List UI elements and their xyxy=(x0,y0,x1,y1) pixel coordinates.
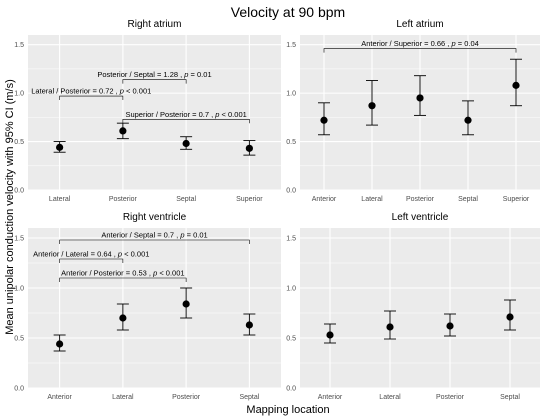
panel-title: Right atrium xyxy=(128,19,182,30)
x-tick-label: Septal xyxy=(176,196,196,203)
bracket-line xyxy=(323,48,517,53)
bracket-label: Anterior / Superior = 0.66 , p = 0.04 xyxy=(361,39,479,48)
x-tick-label: Septal xyxy=(458,196,478,203)
x-tick-label: Lateral xyxy=(112,394,134,401)
significance-bracket: Anterior / Lateral = 0.64 , p < 0.001 xyxy=(33,250,149,263)
x-tick-label: Posterior xyxy=(406,196,435,203)
x-tick-label: Anterior xyxy=(318,394,343,401)
x-tick-label: Posterior xyxy=(109,196,138,203)
data-point xyxy=(56,340,64,348)
data-point xyxy=(182,139,190,148)
figure-title: Velocity at 90 bpm xyxy=(231,4,345,20)
x-tick-label: Posterior xyxy=(436,394,465,401)
x-tick-label: Superior xyxy=(236,196,263,203)
x-tick-label: Lateral xyxy=(379,394,401,401)
x-axis-label: Mapping location xyxy=(246,404,329,416)
y-tick-label: 1.5 xyxy=(286,236,296,243)
x-tick-label: Septal xyxy=(500,394,520,401)
y-tick-label: 1.0 xyxy=(286,286,296,293)
x-tick-label: Anterior xyxy=(312,196,337,203)
significance-bracket: Lateral / Posterior = 0.72 , p < 0.001 xyxy=(31,87,151,101)
panels: 0.0 0.5 1.0 1.5 Lateral Posterior Septal Superi… xyxy=(14,19,540,401)
bracket-label: Anterior / Lateral = 0.64 , p < 0.001 xyxy=(33,250,149,259)
data-point xyxy=(245,144,253,152)
bracket-label: Posterior / Septal = 1.28 , p = 0.01 xyxy=(97,70,211,79)
panel-background xyxy=(28,35,281,190)
x-tick-label: Anterior xyxy=(47,394,72,401)
y-tick-label: 1.0 xyxy=(14,91,24,98)
data-point xyxy=(446,322,454,330)
panel-3: 0.0 0.5 1.0 1.5 Anterior Lateral Posterior Sept… xyxy=(14,212,281,401)
y-tick-label: 1.5 xyxy=(14,42,24,49)
data-point xyxy=(506,313,514,321)
bracket-label: Anterior / Posterior = 0.53 , p < 0.001 xyxy=(61,269,184,278)
y-tick-label: 1.5 xyxy=(14,236,24,243)
data-point xyxy=(245,321,253,329)
data-point xyxy=(386,323,394,331)
data-point xyxy=(119,314,127,322)
significance-bracket: Anterior / Posterior = 0.53 , p < 0.001 xyxy=(59,269,187,282)
x-tick-label: Posterior xyxy=(172,394,201,401)
significance-bracket: Anterior / Superior = 0.66 , p = 0.04 xyxy=(323,39,517,53)
panel-background xyxy=(300,228,540,388)
y-axis-label: Mean unipolar conduction velocity with 9… xyxy=(4,79,16,335)
data-point xyxy=(416,94,424,102)
panel-2: 0.0 0.5 1.0 1.5 Anterior Lateral Posterior Sept… xyxy=(286,19,540,203)
panel-title: Left atrium xyxy=(396,19,443,30)
panel-background xyxy=(28,228,281,388)
bracket-line xyxy=(59,258,124,263)
y-tick-label: 0.5 xyxy=(286,336,296,343)
panel-title: Right ventricle xyxy=(123,212,187,223)
panel-1: 0.0 0.5 1.0 1.5 Lateral Posterior Septal Superi… xyxy=(14,19,281,203)
bracket-label: Anterior / Septal = 0.7 , p = 0.01 xyxy=(101,231,207,240)
data-point xyxy=(368,102,376,110)
bracket-line xyxy=(122,79,187,84)
y-tick-label: 0.5 xyxy=(286,139,296,146)
y-tick-label: 0.0 xyxy=(14,386,24,393)
data-point xyxy=(464,116,472,124)
bracket-line xyxy=(59,277,187,282)
significance-bracket: Superior / Posterior = 0.7 , p < 0.001 xyxy=(122,110,250,124)
data-point xyxy=(182,300,190,308)
panel-4: 0.0 0.5 1.0 1.5 Anterior Lateral Posterior Sept… xyxy=(286,212,540,401)
data-point xyxy=(320,116,328,124)
x-tick-label: Septal xyxy=(239,394,259,401)
significance-bracket: Anterior / Septal = 0.7 , p = 0.01 xyxy=(59,231,250,244)
x-tick-label: Superior xyxy=(503,196,530,203)
x-tick-label: Lateral xyxy=(49,196,71,203)
bracket-label: Lateral / Posterior = 0.72 , p < 0.001 xyxy=(31,87,151,96)
y-tick-label: 0.5 xyxy=(14,139,24,146)
y-tick-label: 1.0 xyxy=(14,286,24,293)
bracket-line xyxy=(59,239,250,244)
y-tick-label: 0.0 xyxy=(14,188,24,195)
significance-bracket: Posterior / Septal = 1.28 , p = 0.01 xyxy=(97,70,212,84)
panel-title: Left ventricle xyxy=(392,212,449,223)
bracket-line xyxy=(59,95,124,101)
bracket-label: Superior / Posterior = 0.7 , p < 0.001 xyxy=(125,110,246,119)
y-tick-label: 1.0 xyxy=(286,91,296,98)
y-tick-label: 1.5 xyxy=(286,42,296,49)
data-point xyxy=(119,127,127,135)
y-tick-label: 0.5 xyxy=(14,336,24,343)
y-tick-label: 0.0 xyxy=(286,188,296,195)
bracket-line xyxy=(122,118,250,124)
y-tick-label: 0.0 xyxy=(286,386,296,393)
data-point xyxy=(326,331,334,339)
data-point xyxy=(512,81,520,89)
x-tick-label: Lateral xyxy=(361,196,383,203)
data-point xyxy=(56,143,64,151)
